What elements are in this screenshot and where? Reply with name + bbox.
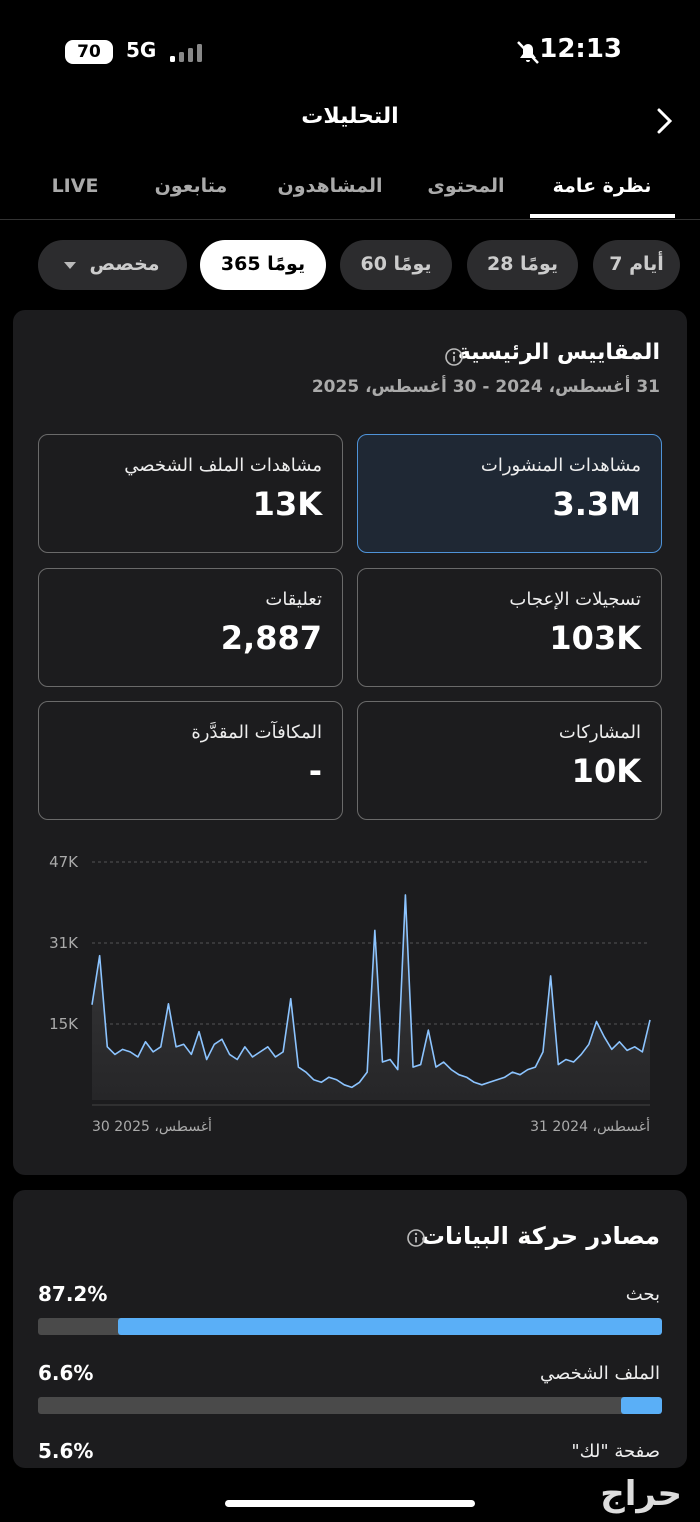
area-fill [92, 894, 650, 1100]
range-label: مخصص [89, 253, 160, 275]
metric-label: المشاركات [558, 722, 641, 743]
mute-icon [517, 41, 539, 64]
source-percent: 5.6% [38, 1439, 94, 1463]
metric-card[interactable]: مشاهدات المنشورات 3.3M [357, 434, 662, 553]
range-pill[interactable]: 60 يومًا [340, 240, 452, 290]
x-tick-label: 30 أغسطس، 2025 [92, 1117, 212, 1135]
chevron [657, 108, 673, 134]
dropdown-caret [64, 262, 76, 269]
metric-card[interactable]: مشاهدات الملف الشخصي 13K [38, 434, 343, 553]
signal-bar [197, 44, 202, 62]
source-track [38, 1318, 662, 1335]
range-label: 7 أيام [609, 253, 664, 275]
signal-icon [170, 44, 202, 62]
info-circle [407, 1229, 425, 1247]
tab-underline [530, 214, 675, 218]
y-tick-label: 15K [49, 1015, 79, 1033]
battery: 70 [65, 40, 113, 64]
tab[interactable]: نظرة عامة [552, 175, 652, 197]
metrics-title: المقاييس الرئيسية [457, 340, 660, 365]
source-label: صفحة "لك" [571, 1441, 660, 1462]
signal-bar [188, 48, 193, 62]
range-pill[interactable]: 28 يومًا [467, 240, 578, 290]
y-tick-label: 47K [49, 853, 79, 871]
range-label: 60 يومًا [360, 253, 432, 275]
metric-label: مشاهدات المنشورات [480, 455, 641, 476]
metric-label: المكافآت المقدَّرة [191, 722, 322, 743]
metric-value: 13K [252, 485, 322, 523]
watermark: حراج [600, 1474, 682, 1514]
metric-label: تسجيلات الإعجاب [509, 589, 641, 610]
clock: 12:13 [539, 34, 622, 64]
metric-value: 103K [549, 619, 641, 657]
traffic-title: مصادر حركة البيانات [420, 1222, 660, 1250]
metric-card[interactable]: المشاركات 10K [357, 701, 662, 820]
tab[interactable]: المشاهدون [277, 175, 383, 197]
metric-card[interactable]: تعليقات 2,887 [38, 568, 343, 687]
source-label: الملف الشخصي [540, 1363, 660, 1384]
tab-divider [0, 219, 700, 220]
tab[interactable]: LIVE [51, 175, 99, 197]
source-percent: 87.2% [38, 1282, 108, 1306]
info-icon [445, 348, 463, 366]
views-chart: 15K 31K 47K 31 أغسطس، 2024 30 أغسطس، 2025 [49, 853, 651, 1135]
range-pill[interactable]: 7 أيام [593, 240, 680, 290]
metric-value: - [308, 752, 322, 790]
source-bar [117, 1318, 662, 1335]
metric-label: تعليقات [265, 589, 322, 610]
traffic-card: مصادر حركة البيانات بحث 87.2% الملف الشخصي 6… [13, 1190, 687, 1468]
range-label: 365 يومًا [220, 253, 306, 275]
tab[interactable]: المحتوى [427, 175, 505, 197]
x-tick-label: 31 أغسطس، 2024 [530, 1117, 650, 1135]
signal-bar [170, 56, 175, 62]
tab[interactable]: متابعون [154, 175, 228, 197]
page-title: التحليلات [301, 104, 399, 129]
metric-label: مشاهدات الملف الشخصي [124, 455, 322, 476]
y-tick-label: 31K [49, 934, 79, 952]
metric-value: 2,887 [220, 619, 322, 657]
info-icon [407, 1229, 425, 1247]
signal-bar [179, 52, 184, 62]
range-pill[interactable]: مخصص [38, 240, 187, 290]
line [91, 894, 651, 1089]
home-indicator [225, 1500, 475, 1507]
metric-card[interactable]: تسجيلات الإعجاب 103K [357, 568, 662, 687]
source-label: بحث [625, 1284, 660, 1305]
range-label: 28 يومًا [486, 253, 558, 275]
range-pill[interactable]: 365 يومًا [200, 240, 326, 290]
metric-value: 10K [571, 752, 641, 790]
info-dot [414, 1232, 418, 1236]
metric-value: 3.3M [552, 485, 641, 523]
metric-card[interactable]: المكافآت المقدَّرة - [38, 701, 343, 820]
date-range: 31 أغسطس، 2024 - 30 أغسطس، 2025 [311, 377, 660, 397]
info-dot [452, 351, 456, 355]
source-percent: 6.6% [38, 1361, 94, 1385]
slash [517, 41, 539, 64]
source-bar [620, 1397, 662, 1414]
network: 5G [126, 38, 157, 62]
back-button[interactable] [652, 106, 678, 136]
info-circle [445, 348, 463, 366]
source-track [38, 1397, 662, 1414]
